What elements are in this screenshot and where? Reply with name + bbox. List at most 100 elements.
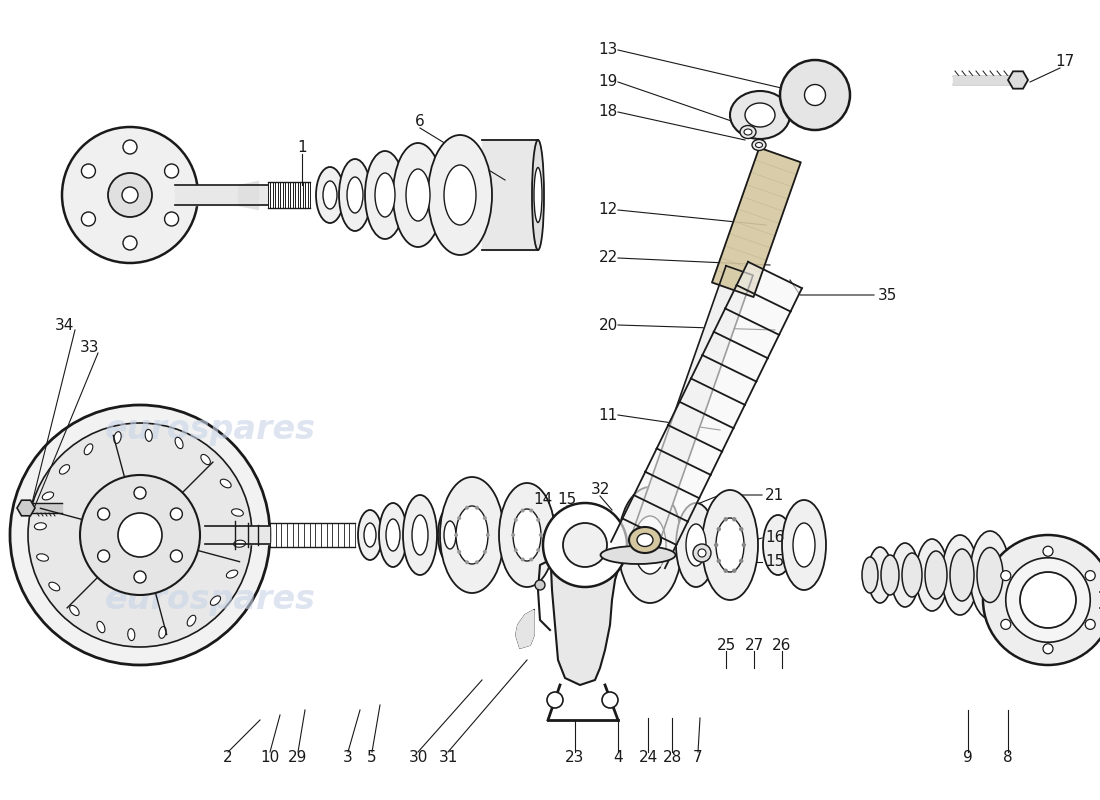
Polygon shape	[725, 285, 791, 335]
Ellipse shape	[534, 167, 542, 222]
Polygon shape	[712, 148, 801, 297]
Ellipse shape	[210, 596, 220, 606]
Circle shape	[108, 173, 152, 217]
Text: 1: 1	[297, 141, 307, 155]
Text: 5: 5	[367, 750, 377, 766]
Circle shape	[733, 569, 737, 573]
Circle shape	[1086, 570, 1096, 581]
Ellipse shape	[942, 535, 978, 615]
Ellipse shape	[716, 518, 744, 572]
Ellipse shape	[756, 142, 762, 147]
Ellipse shape	[412, 515, 428, 555]
Ellipse shape	[634, 516, 665, 574]
Circle shape	[483, 550, 487, 554]
Ellipse shape	[950, 549, 974, 601]
Circle shape	[483, 516, 487, 520]
Text: 3: 3	[343, 750, 353, 766]
Ellipse shape	[925, 551, 947, 599]
Circle shape	[10, 405, 269, 665]
Text: 6: 6	[415, 114, 425, 130]
Circle shape	[529, 558, 534, 562]
Circle shape	[475, 560, 478, 564]
Ellipse shape	[763, 515, 793, 575]
Ellipse shape	[365, 151, 405, 239]
Polygon shape	[737, 262, 802, 311]
Circle shape	[520, 509, 525, 513]
Circle shape	[134, 571, 146, 583]
Ellipse shape	[346, 177, 363, 213]
Ellipse shape	[793, 523, 815, 567]
Text: 29: 29	[288, 750, 308, 766]
Text: 13: 13	[598, 42, 618, 58]
Ellipse shape	[456, 506, 488, 564]
Ellipse shape	[891, 543, 918, 607]
Ellipse shape	[977, 547, 1003, 602]
Ellipse shape	[97, 622, 104, 633]
Ellipse shape	[403, 495, 437, 575]
Text: eurospares: eurospares	[385, 518, 595, 551]
Ellipse shape	[316, 167, 344, 223]
Ellipse shape	[231, 509, 243, 516]
Ellipse shape	[386, 519, 400, 551]
Circle shape	[1043, 644, 1053, 654]
Polygon shape	[657, 425, 722, 475]
Circle shape	[465, 506, 469, 510]
Ellipse shape	[393, 143, 443, 247]
Circle shape	[512, 533, 515, 537]
Text: 11: 11	[598, 407, 617, 422]
Circle shape	[724, 569, 728, 573]
Ellipse shape	[745, 103, 776, 127]
Ellipse shape	[128, 629, 135, 641]
Circle shape	[165, 164, 178, 178]
Text: 9: 9	[964, 750, 972, 766]
Ellipse shape	[175, 438, 183, 449]
Circle shape	[536, 548, 540, 552]
Ellipse shape	[187, 615, 196, 626]
Text: 22: 22	[598, 250, 617, 266]
Ellipse shape	[375, 173, 395, 217]
Ellipse shape	[440, 477, 504, 593]
Polygon shape	[634, 472, 700, 522]
Circle shape	[716, 558, 720, 563]
Circle shape	[698, 549, 706, 557]
Ellipse shape	[323, 181, 337, 209]
Polygon shape	[714, 309, 779, 358]
Circle shape	[1005, 558, 1090, 642]
Ellipse shape	[59, 465, 69, 474]
Text: 15: 15	[764, 554, 784, 570]
Text: 12: 12	[598, 202, 617, 218]
Polygon shape	[703, 332, 768, 382]
Ellipse shape	[233, 540, 245, 547]
Circle shape	[514, 548, 518, 552]
Ellipse shape	[916, 539, 948, 611]
Circle shape	[520, 558, 525, 562]
Ellipse shape	[702, 490, 758, 600]
Ellipse shape	[358, 510, 382, 560]
Polygon shape	[623, 495, 688, 545]
Circle shape	[122, 187, 138, 203]
Ellipse shape	[499, 483, 556, 587]
Circle shape	[165, 212, 178, 226]
Circle shape	[62, 127, 198, 263]
Circle shape	[733, 517, 737, 522]
Circle shape	[739, 558, 744, 563]
Polygon shape	[691, 355, 757, 405]
Circle shape	[714, 542, 718, 547]
Ellipse shape	[629, 527, 661, 553]
Ellipse shape	[444, 521, 456, 549]
Circle shape	[1086, 619, 1096, 630]
Ellipse shape	[444, 165, 476, 225]
Ellipse shape	[48, 582, 59, 591]
Circle shape	[123, 236, 138, 250]
Text: 21: 21	[764, 487, 784, 502]
Text: 24: 24	[638, 750, 658, 766]
Ellipse shape	[740, 126, 756, 138]
Ellipse shape	[686, 524, 706, 566]
Circle shape	[486, 533, 490, 537]
Polygon shape	[631, 266, 754, 545]
Polygon shape	[550, 523, 624, 685]
Text: 15: 15	[558, 493, 576, 507]
Text: eurospares: eurospares	[104, 583, 316, 617]
Ellipse shape	[804, 85, 825, 106]
Text: 23: 23	[565, 750, 585, 766]
